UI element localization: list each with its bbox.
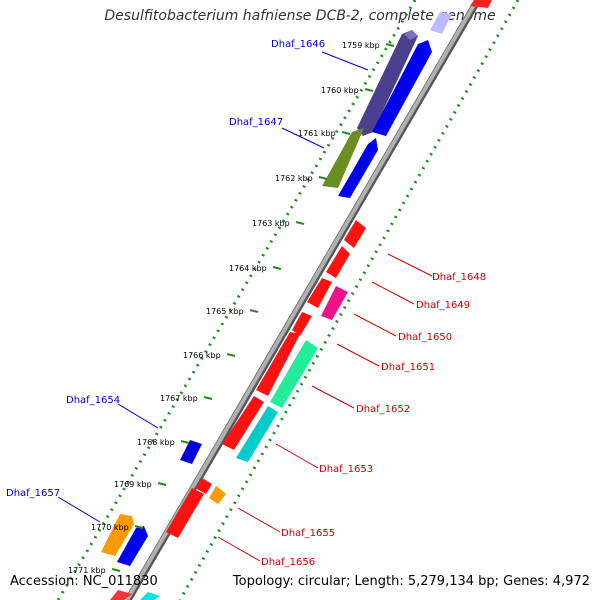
gene-label-leader: [353, 313, 397, 337]
gene-label[interactable]: Dhaf_1651: [381, 362, 435, 373]
gene-label[interactable]: Dhaf_1655: [281, 528, 335, 539]
gene-label[interactable]: Dhaf_1647: [229, 117, 283, 128]
gene-feature-partial-top-blue[interactable]: [430, 12, 452, 34]
gene-feature-dhaf-1657[interactable]: [101, 514, 134, 556]
gene-feature-dhaf-1653a[interactable]: [222, 396, 264, 450]
tick-mark: [295, 221, 305, 225]
gene-label[interactable]: Dhaf_1656: [261, 557, 315, 568]
gene-feature-dhaf-1650a[interactable]: [307, 278, 332, 308]
gene-label[interactable]: Dhaf_1646: [271, 39, 325, 50]
outer-dotted-ring: [178, 0, 520, 600]
gene-feature-blue-3[interactable]: [117, 526, 148, 566]
gene-feature-dhaf-1646[interactable]: [357, 30, 418, 136]
tick-mark: [180, 440, 190, 444]
gene-label-leader: [321, 51, 369, 71]
gene-label[interactable]: Dhaf_1657: [6, 488, 60, 499]
gene-label-leader: [311, 385, 355, 409]
gene-feature-partial-bottom-cyan[interactable]: [140, 592, 160, 600]
gene-label[interactable]: Dhaf_1649: [416, 300, 470, 311]
tick-mark: [249, 309, 259, 313]
gene-label-leader: [57, 496, 101, 523]
accession-text: Accession: NC_011830: [10, 574, 158, 589]
tick-mark: [318, 176, 328, 180]
gene-feature-dhaf-1653b[interactable]: [236, 406, 278, 462]
map-title: Desulfitobacterium hafniense DCB-2, comp…: [104, 8, 496, 24]
gene-feature-dhaf-1651[interactable]: [292, 312, 312, 336]
gene-label[interactable]: Dhaf_1653: [319, 464, 373, 475]
gene-feature-dhaf-1655[interactable]: [209, 486, 226, 504]
kbp-ticks: 1759 kbp 1760 kbp 1761 kbp 1762 kbp 1763 kbp…: [68, 41, 395, 575]
gene-label[interactable]: Dhaf_1648: [432, 272, 486, 283]
gene-feature-red-small-1[interactable]: [195, 478, 212, 494]
tick-label: 1763 kbp: [252, 219, 290, 228]
tick-label: 1761 kbp: [298, 129, 336, 138]
gene-feature-partial-top-red[interactable]: [470, 0, 492, 8]
gene-label-leader: [117, 403, 159, 429]
tick-mark: [157, 482, 167, 486]
tick-mark: [385, 43, 395, 47]
tick-label: 1767 kbp: [160, 394, 198, 403]
tick-mark: [111, 568, 121, 572]
gene-label-leader: [237, 507, 281, 533]
tick-mark: [341, 131, 351, 135]
gene-feature-dhaf-1654[interactable]: [180, 440, 202, 464]
tick-label: 1765 kbp: [206, 307, 244, 316]
tick-mark: [134, 525, 144, 529]
tick-label: 1771 kbp: [68, 566, 106, 575]
gene-feature-dhaf-1650b[interactable]: [321, 286, 348, 320]
tick-mark: [272, 266, 282, 270]
gene-feature-dhaf-1648[interactable]: [344, 220, 366, 248]
gene-label[interactable]: Dhaf_1650: [398, 332, 452, 343]
genome-summary-text: Topology: circular; Length: 5,279,134 bp…: [232, 574, 590, 589]
gene-feature-dhaf-1649[interactable]: [326, 246, 350, 278]
gene-feature-dhaf-1656[interactable]: [166, 488, 204, 538]
tick-mark: [364, 88, 374, 92]
gene-feature-dhaf-1652a[interactable]: [256, 332, 300, 396]
tick-label: 1762 kbp: [275, 174, 313, 183]
gene-labels: Dhaf_1646 Dhaf_1647 Dhaf_1648 Dhaf_1649 Dhaf…: [6, 39, 486, 568]
gene-feature-partial-bottom-red[interactable]: [110, 590, 132, 600]
gene-label[interactable]: Dhaf_1654: [66, 395, 120, 406]
gene-label-leader: [275, 443, 319, 469]
tick-mark: [226, 353, 236, 357]
tick-label: 1770 kbp: [91, 523, 129, 532]
gene-label-leader: [387, 253, 433, 277]
tick-label: 1764 kbp: [229, 264, 267, 273]
gene-feature-blue-2[interactable]: [338, 138, 378, 198]
gene-label-leader: [371, 281, 415, 305]
tick-label: 1768 kbp: [137, 438, 175, 447]
inner-dotted-ring: [56, 0, 417, 600]
gene-label[interactable]: Dhaf_1652: [356, 404, 410, 415]
tick-mark: [203, 396, 213, 400]
gene-label-leader: [217, 536, 261, 562]
tick-label: 1760 kbp: [321, 86, 359, 95]
gene-label-leader: [336, 343, 380, 367]
tick-label: 1759 kbp: [342, 41, 380, 50]
tick-label: 1769 kbp: [114, 480, 152, 489]
gene-label-leader: [281, 127, 325, 149]
gene-feature-blue-1[interactable]: [372, 40, 432, 136]
gene-feature-dhaf-1652b[interactable]: [270, 340, 318, 408]
gene-feature-dhaf-1647[interactable]: [322, 128, 364, 188]
gene-feature-dhaf-1646-highlight: [404, 30, 418, 40]
tick-label: 1766 kbp: [183, 351, 221, 360]
